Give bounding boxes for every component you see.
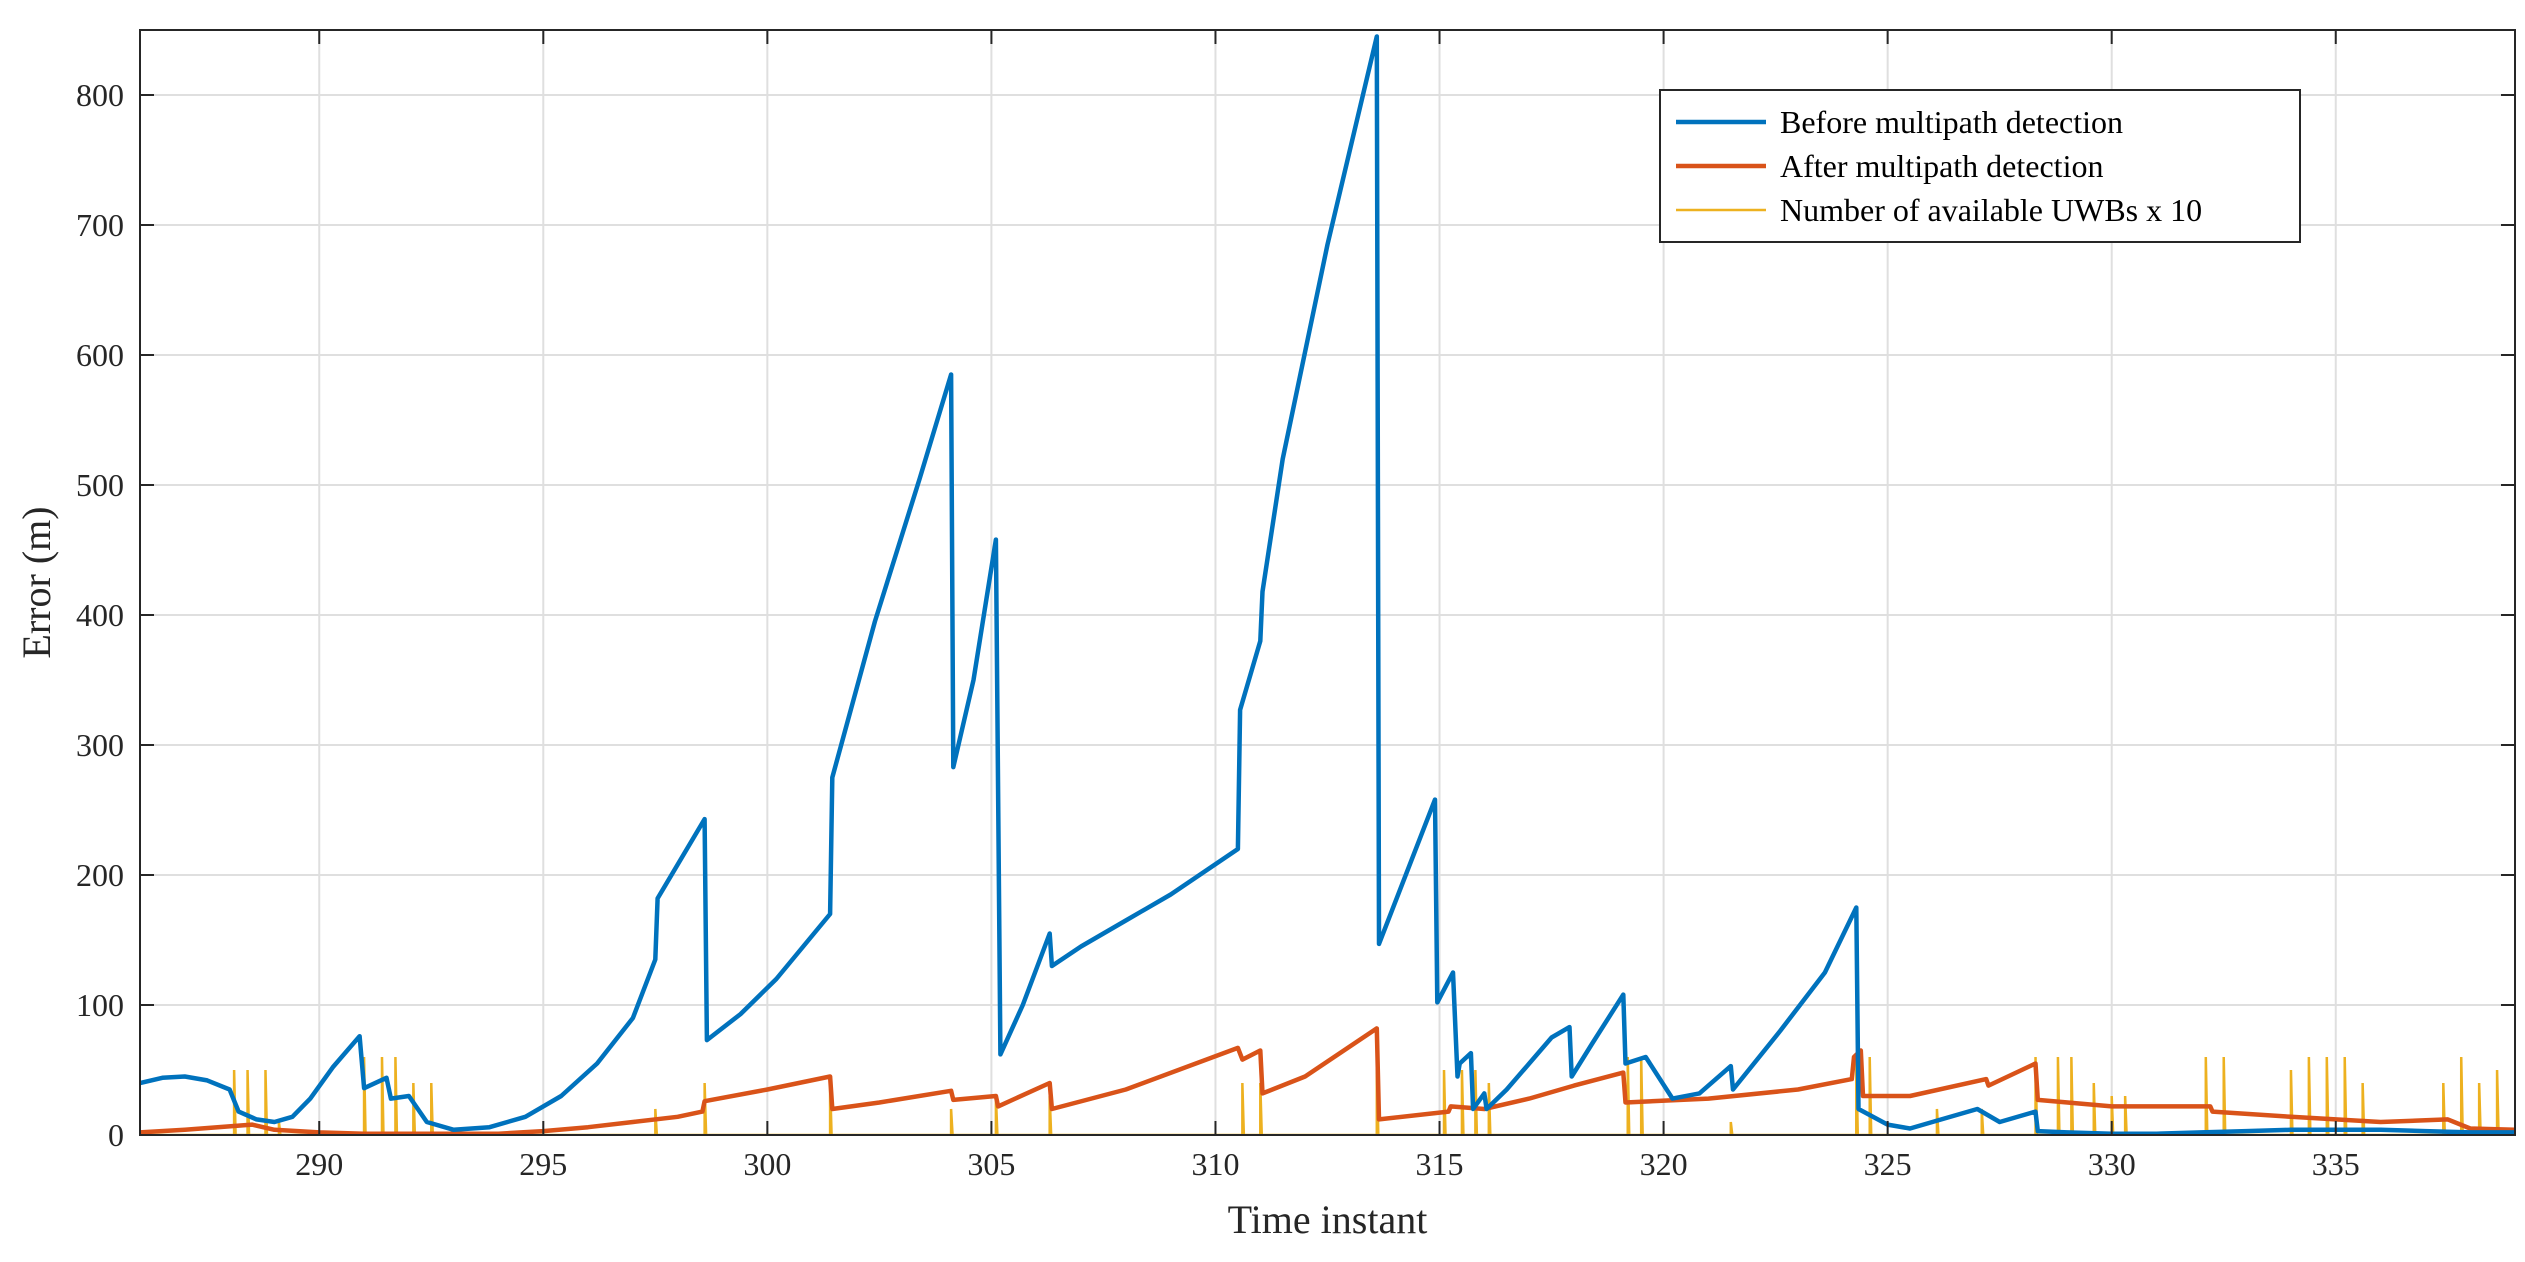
x-axis-title: Time instant: [1228, 1197, 1428, 1242]
y-tick-label: 100: [76, 987, 124, 1023]
y-axis-title: Error (m): [14, 506, 59, 658]
plot-frame: [139, 29, 2516, 1136]
series-uwb-line: [140, 1056, 2515, 1135]
legend: Before multipath detection After multipa…: [1659, 89, 2301, 243]
x-tick-label: 315: [1416, 1146, 1464, 1182]
x-tick-label: 320: [1640, 1146, 1688, 1182]
series-layer: [140, 34, 2515, 1135]
y-tick-label: 700: [76, 207, 124, 243]
x-tick-label: 335: [2312, 1146, 2360, 1182]
x-tick-label: 295: [519, 1146, 567, 1182]
series-after-line: [140, 1026, 2515, 1135]
legend-label-uwb: Number of available UWBs x 10: [1780, 192, 2202, 228]
legend-box: [1659, 89, 2301, 243]
x-tick-label: 325: [1864, 1146, 1912, 1182]
series-group: [140, 34, 2515, 1135]
x-tick-label: 305: [967, 1146, 1015, 1182]
legend-label-before: Before multipath detection: [1780, 104, 2123, 140]
x-tick-label: 310: [1191, 1146, 1239, 1182]
x-tick-label: 330: [2088, 1146, 2136, 1182]
y-tick-label: 400: [76, 597, 124, 633]
ticks: [140, 30, 2515, 1136]
x-tick-label: 300: [743, 1146, 791, 1182]
y-tick-label: 600: [76, 337, 124, 373]
legend-label-after: After multipath detection: [1780, 148, 2103, 184]
y-tick-label: 200: [76, 857, 124, 893]
tick-labels: 290 295 300 305 310 315 320 325 330 335 0 100 200 300…: [76, 77, 2360, 1182]
y-tick-label: 300: [76, 727, 124, 763]
y-tick-label: 0: [108, 1117, 124, 1153]
series-before-line: [140, 34, 2515, 1135]
x-tick-label: 290: [295, 1146, 343, 1182]
y-tick-label: 800: [76, 77, 124, 113]
y-tick-label: 500: [76, 467, 124, 503]
